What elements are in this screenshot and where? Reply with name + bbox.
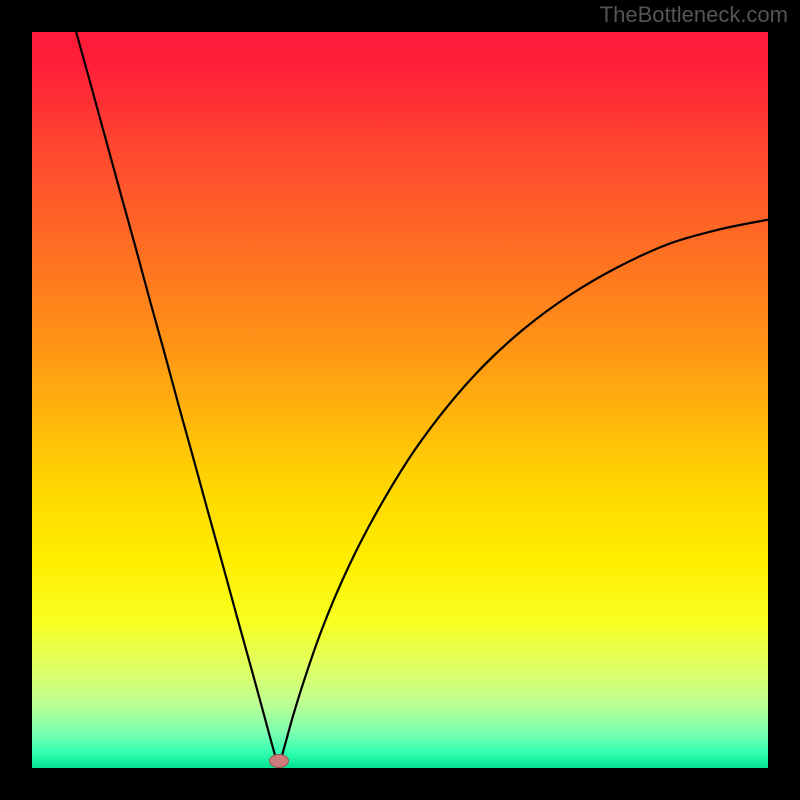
vertex-marker — [269, 754, 289, 768]
plot-area — [32, 32, 768, 768]
chart-svg — [32, 32, 768, 768]
watermark-text: TheBottleneck.com — [600, 2, 788, 28]
gradient-background — [32, 32, 768, 768]
